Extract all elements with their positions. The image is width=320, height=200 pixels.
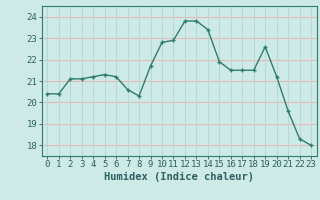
X-axis label: Humidex (Indice chaleur): Humidex (Indice chaleur) (104, 172, 254, 182)
